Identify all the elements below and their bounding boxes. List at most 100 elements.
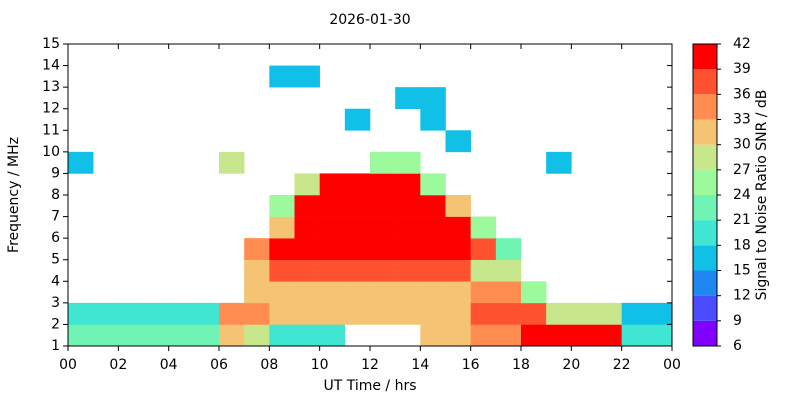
colorbar-tick-label: 24 xyxy=(733,187,751,203)
colorbar-swatch xyxy=(693,295,717,321)
colorbar-swatch xyxy=(693,94,717,120)
y-tick-label: 7 xyxy=(51,209,60,225)
heat-cell xyxy=(571,302,597,325)
x-tick-label: 14 xyxy=(411,357,429,373)
heat-cell xyxy=(370,173,396,196)
colorbar-tick-label: 33 xyxy=(733,112,751,128)
heat-cell xyxy=(68,324,94,347)
colorbar-swatch xyxy=(693,69,717,95)
y-tick-label: 6 xyxy=(51,230,60,246)
x-axis-label: UT Time / hrs xyxy=(323,378,416,394)
heat-cell xyxy=(546,302,572,325)
heat-cell xyxy=(445,302,471,325)
colorbar-tick-label: 30 xyxy=(733,137,751,153)
y-axis-label: Frequency / MHz xyxy=(6,137,22,253)
heat-cell xyxy=(294,302,320,325)
colorbar-tick-label: 21 xyxy=(733,212,751,228)
x-tick-label: 06 xyxy=(210,357,228,373)
y-tick-label: 1 xyxy=(51,338,60,354)
heat-cell xyxy=(420,173,446,196)
heat-cell xyxy=(269,324,295,347)
heat-cell xyxy=(546,151,572,174)
heat-cell xyxy=(294,259,320,282)
colorbar-swatch xyxy=(693,220,717,246)
colorbar-swatch xyxy=(693,44,717,70)
heat-cell xyxy=(244,259,270,282)
heat-cell xyxy=(168,324,195,347)
heat-cell xyxy=(395,259,421,282)
heat-cell xyxy=(143,302,169,325)
colorbar-swatch xyxy=(693,320,717,346)
heat-cell xyxy=(118,302,144,325)
heat-cell xyxy=(420,216,446,239)
heat-cell xyxy=(395,173,421,196)
heat-cell xyxy=(344,238,371,261)
heat-cell xyxy=(344,281,371,304)
heat-cell xyxy=(445,324,471,347)
heat-cell xyxy=(445,130,471,153)
heat-cell xyxy=(370,195,396,217)
heat-cell xyxy=(93,302,119,325)
y-tick-label: 3 xyxy=(51,295,60,311)
heat-cell xyxy=(395,302,421,325)
heat-cell xyxy=(269,195,295,217)
heat-cell xyxy=(193,324,220,347)
heat-cell xyxy=(395,216,421,239)
y-tick-label: 12 xyxy=(42,101,60,117)
heat-cell xyxy=(445,195,471,217)
heat-cell xyxy=(546,324,572,347)
heat-cell xyxy=(294,216,320,239)
y-tick-label: 8 xyxy=(51,187,60,203)
heat-cell xyxy=(344,259,371,282)
colorbar-swatch xyxy=(693,195,717,221)
heat-cell xyxy=(495,324,522,347)
heat-cell xyxy=(370,281,396,304)
x-tick-label: 12 xyxy=(361,357,379,373)
heat-cell xyxy=(370,216,396,239)
heat-cell xyxy=(269,216,295,239)
heat-cell xyxy=(344,216,371,239)
heat-cell xyxy=(395,238,421,261)
heat-cell xyxy=(244,302,270,325)
y-tick-label: 10 xyxy=(42,144,60,160)
heat-cell xyxy=(495,259,522,282)
x-tick-label: 10 xyxy=(311,357,329,373)
heat-cell xyxy=(344,302,371,325)
colorbar-tick-label: 9 xyxy=(733,313,742,329)
heat-cell xyxy=(370,302,396,325)
heat-cell xyxy=(646,302,673,325)
heat-cell xyxy=(244,281,270,304)
colorbar-tick-label: 42 xyxy=(733,36,751,52)
heat-cell xyxy=(244,324,270,347)
x-tick-label: 04 xyxy=(160,357,178,373)
heat-cell xyxy=(219,324,245,347)
y-tick-label: 13 xyxy=(42,79,60,95)
heat-cell xyxy=(420,259,446,282)
heat-cell xyxy=(294,281,320,304)
y-tick-label: 11 xyxy=(42,122,60,138)
heat-cell xyxy=(370,151,396,174)
colorbar-swatch xyxy=(693,245,717,271)
heat-cell xyxy=(470,324,497,347)
heat-cell xyxy=(495,302,522,325)
heat-cell xyxy=(294,238,320,261)
x-tick-label: 00 xyxy=(59,357,77,373)
heat-cell xyxy=(319,302,346,325)
heat-cell xyxy=(319,238,346,261)
colorbar-tick-label: 12 xyxy=(733,288,751,304)
heat-cell xyxy=(344,108,371,131)
colorbar-tick-label: 15 xyxy=(733,263,751,279)
heat-cell xyxy=(470,302,497,325)
heat-cell xyxy=(168,302,195,325)
heat-cell xyxy=(244,238,270,261)
heat-cell xyxy=(319,216,346,239)
heat-cell xyxy=(294,195,320,217)
heat-cell xyxy=(420,108,446,131)
heat-cell xyxy=(294,173,320,196)
y-tick-label: 2 xyxy=(51,316,60,332)
heat-cell xyxy=(521,302,547,325)
y-tick-label: 4 xyxy=(51,273,60,289)
heat-cell xyxy=(219,151,245,174)
heat-cell xyxy=(495,281,522,304)
heat-cell xyxy=(470,281,497,304)
